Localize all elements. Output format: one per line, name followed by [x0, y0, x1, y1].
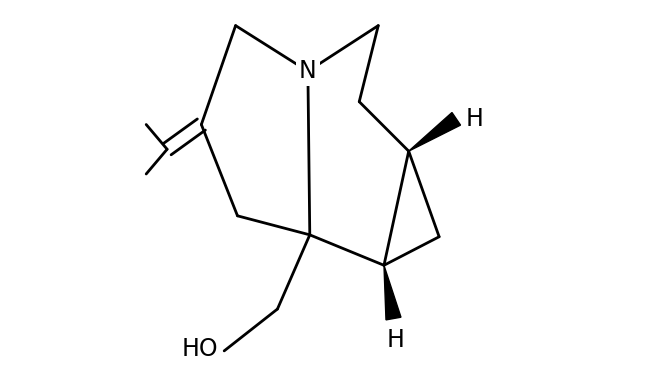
Text: H: H: [466, 107, 484, 131]
Polygon shape: [409, 113, 461, 151]
Text: N: N: [299, 59, 317, 83]
Text: H: H: [387, 328, 404, 352]
Text: HO: HO: [182, 337, 218, 361]
Polygon shape: [384, 265, 401, 320]
